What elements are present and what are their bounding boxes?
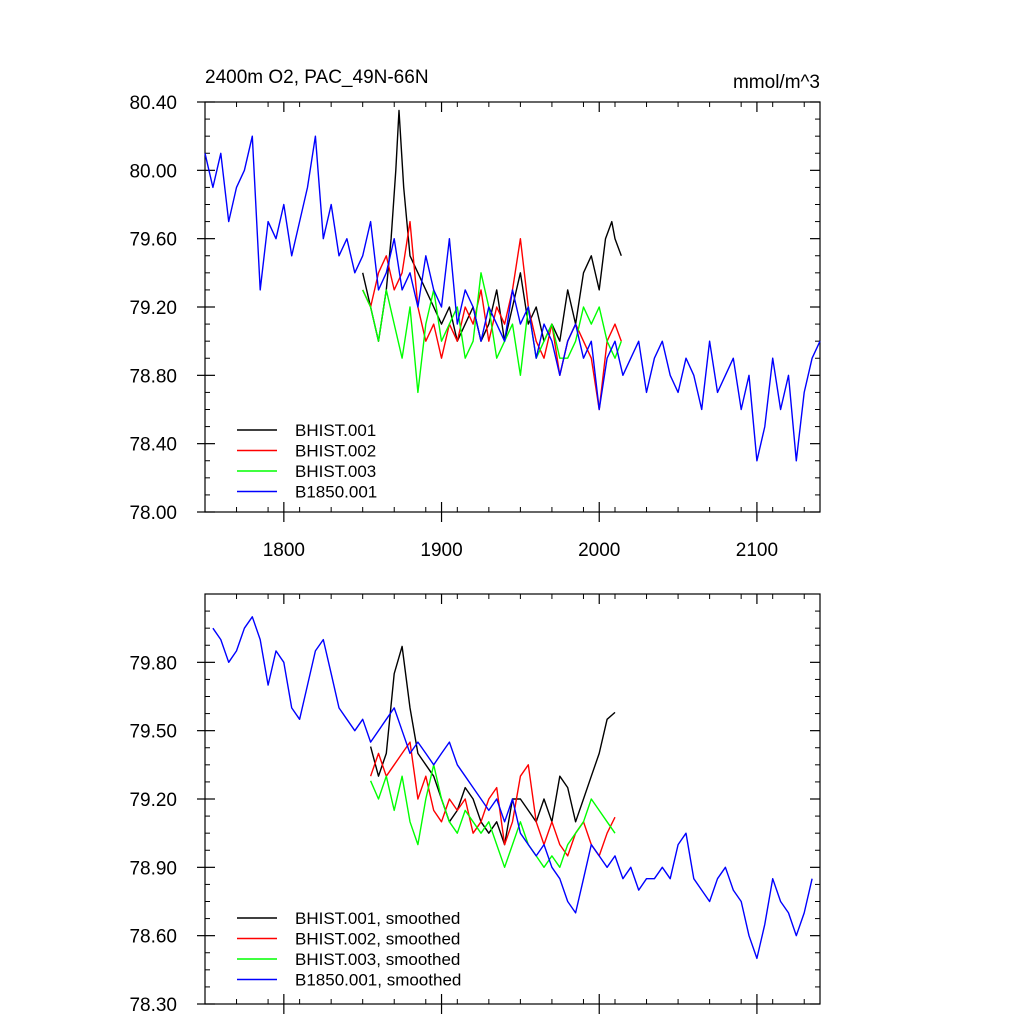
series-line-3 [369, 764, 616, 868]
y-tick-label: 79.20 [129, 790, 177, 811]
series-line-2 [362, 220, 622, 411]
legend-label: BHIST.001, smoothed [295, 909, 460, 928]
y-tick-label: 78.40 [129, 435, 177, 456]
legend-label: BHIST.003 [295, 462, 376, 481]
top-panel-series [204, 109, 821, 462]
y-tick-label: 80.00 [129, 161, 177, 182]
series-line-3 [362, 272, 622, 394]
series-line-2 [369, 741, 616, 857]
y-tick-label: 79.80 [129, 653, 177, 674]
top-panel: 2400m O2, PAC_49N-66N mmol/m^3 78.00 78.4… [129, 67, 821, 561]
y-tick-label: 80.40 [129, 93, 177, 114]
y-tick-label: 78.90 [129, 858, 177, 879]
y-tick-label: 78.80 [129, 366, 177, 387]
top-panel-ticks: 78.00 78.40 78.80 79.20 79.60 80.00 80.40 1800 1… [129, 93, 820, 561]
series-line-4 [212, 616, 813, 960]
top-panel-units: mmol/m^3 [733, 72, 820, 93]
legend-label: BHIST.001 [295, 421, 376, 440]
legend-label: BHIST.003, smoothed [295, 950, 460, 969]
series-line-1 [369, 645, 616, 846]
series-line-4 [204, 135, 821, 462]
legend-label: BHIST.002, smoothed [295, 930, 460, 949]
bottom-panel-ticks: 78.30 78.60 78.90 79.20 79.50 79.80 [129, 594, 820, 1016]
y-tick-label: 78.60 [129, 927, 177, 948]
x-tick-label: 2000 [578, 540, 620, 561]
legend-label: B1850.001, smoothed [295, 971, 461, 990]
y-tick-label: 79.50 [129, 722, 177, 743]
y-tick-label: 79.60 [129, 230, 177, 251]
bottom-panel: 78.30 78.60 78.90 79.20 79.50 79.80 BHIST.001… [129, 593, 821, 1016]
legend-label: BHIST.002 [295, 442, 376, 461]
x-tick-label: 1900 [420, 540, 462, 561]
y-tick-label: 79.20 [129, 298, 177, 319]
x-tick-label: 2100 [736, 540, 778, 561]
bottom-panel-legend: BHIST.001, smoothed BHIST.002, smoothedBH… [237, 909, 461, 990]
legend-label: B1850.001 [295, 483, 377, 502]
bottom-panel-series [212, 616, 813, 960]
series-line-1 [362, 109, 622, 342]
x-tick-label: 1800 [263, 540, 305, 561]
top-panel-title: 2400m O2, PAC_49N-66N [205, 67, 429, 88]
y-tick-label: 78.00 [129, 503, 177, 524]
y-tick-label: 78.30 [129, 995, 177, 1016]
